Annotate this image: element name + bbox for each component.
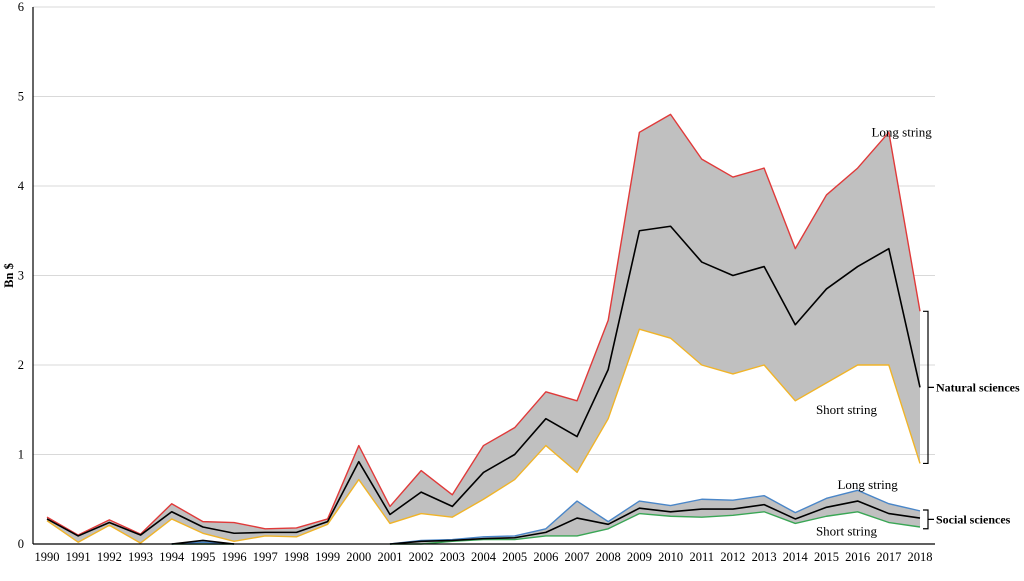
axes — [32, 7, 935, 545]
y-tick-label: 6 — [18, 0, 24, 14]
series-line-natural-sciences-long-string — [46, 113, 921, 536]
x-tick-label: 2016 — [845, 550, 870, 564]
x-tick-label: 2004 — [471, 550, 497, 564]
x-tick-label: 2003 — [440, 550, 465, 564]
y-axis-label: Bn $ — [2, 263, 16, 288]
y-tick-label: 2 — [18, 358, 24, 372]
y-tick-label: 1 — [18, 448, 24, 462]
x-tick-label: 1991 — [66, 550, 91, 564]
x-tick-label: 2005 — [502, 550, 527, 564]
x-tick-label: 1995 — [190, 550, 215, 564]
x-tick-label: 1994 — [159, 550, 185, 564]
x-tick-label: 2010 — [658, 550, 683, 564]
x-tick-label: 2011 — [689, 550, 714, 564]
series-line-social-sciences-mean — [171, 500, 921, 545]
x-tick-label: 2012 — [720, 550, 745, 564]
annotation-long-string: Long string — [837, 477, 898, 492]
y-tick-label: 5 — [18, 90, 24, 104]
x-tick-label: 2013 — [752, 550, 777, 564]
x-tick-label: 2018 — [908, 550, 933, 564]
x-tick-label: 1993 — [128, 550, 153, 564]
x-tick-label: 1998 — [284, 550, 309, 564]
x-tick-label: 2017 — [876, 550, 901, 564]
x-tick-label: 2014 — [783, 550, 809, 564]
x-tick-label: 2006 — [533, 550, 558, 564]
annotation-short-string: Short string — [816, 402, 878, 417]
y-tick-label: 3 — [18, 269, 24, 283]
x-tick-label: 2008 — [596, 550, 621, 564]
group-label-social-sciences: Social sciences — [936, 512, 1011, 526]
x-tick-label: 2015 — [814, 550, 839, 564]
x-tick-label: 1990 — [35, 550, 60, 564]
labels: 0 1 2 3 4 5 6 1990 1991 1992 1993 1994 1995 1996 1997 1… — [2, 0, 1020, 564]
x-tick-label: 2007 — [565, 550, 590, 564]
band-natural-sciences — [47, 114, 920, 544]
bracket-natural-sciences — [923, 310, 934, 465]
annotation-long-string: Long string — [871, 124, 932, 139]
y-tick-label: 4 — [18, 179, 25, 193]
group-label-natural-sciences: Natural sciences — [936, 380, 1020, 394]
x-tick-label: 2000 — [346, 550, 371, 564]
x-tick-label: 2002 — [409, 550, 434, 564]
range-bands — [47, 114, 921, 544]
x-tick-label: 2001 — [377, 550, 402, 564]
series-line-natural-sciences-mean — [46, 225, 921, 537]
gridlines — [33, 6, 935, 455]
band-social-sciences — [389, 490, 921, 544]
x-tick-label: 1992 — [97, 550, 122, 564]
x-tick-label: 2009 — [627, 550, 652, 564]
y-tick-label: 0 — [18, 537, 24, 551]
annotation-short-string: Short string — [816, 523, 878, 538]
bracket-social-sciences — [923, 509, 934, 530]
x-tick-label: 1997 — [253, 550, 278, 564]
series-line-natural-sciences-short-string — [46, 328, 921, 544]
x-tick-label: 1999 — [315, 550, 340, 564]
x-tick-label: 1996 — [222, 550, 247, 564]
